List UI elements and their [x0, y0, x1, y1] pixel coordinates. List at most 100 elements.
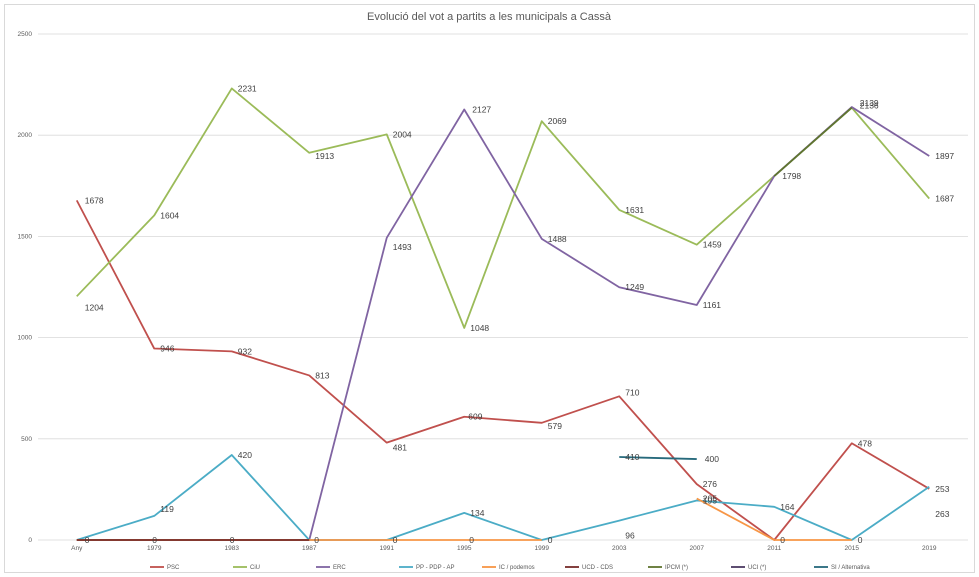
data-label: 0 — [469, 535, 474, 545]
data-label: 1459 — [703, 240, 722, 250]
data-label: 946 — [160, 344, 174, 354]
data-label: 1048 — [470, 323, 489, 333]
data-label: 2127 — [472, 104, 491, 114]
legend-item: IC / podemos — [482, 565, 535, 571]
data-label: 2069 — [548, 116, 567, 126]
data-label: 1678 — [85, 195, 104, 205]
data-label: 0 — [548, 535, 553, 545]
x-tick-label: 1999 — [535, 545, 550, 552]
legend-label: PP - PDP - AP — [416, 565, 454, 571]
legend-item: ERC — [316, 565, 346, 571]
data-label: 2004 — [393, 129, 412, 139]
data-label: 478 — [858, 438, 872, 448]
data-label: 1631 — [625, 205, 644, 215]
x-tick-label: 1979 — [147, 545, 162, 552]
data-label: 134 — [470, 508, 484, 518]
data-label: 1493 — [393, 242, 412, 252]
legend-label: CiU — [250, 565, 260, 571]
y-tick-label: 1500 — [18, 233, 33, 240]
legend-item: UCD - CDS — [565, 565, 613, 571]
legend-item: SI / Alternativa — [814, 565, 870, 571]
data-label: 0 — [85, 535, 90, 545]
series-line-ic-podemos — [696, 497, 852, 541]
data-label: 205 — [703, 494, 717, 504]
y-tick-label: 0 — [28, 537, 32, 544]
series-lines — [75, 87, 930, 541]
data-label: 263 — [935, 509, 949, 519]
legend-label: UCD - CDS — [582, 565, 613, 571]
gridlines — [38, 33, 968, 541]
y-tick-label: 2500 — [18, 31, 33, 38]
x-tick-label: 1995 — [457, 545, 472, 552]
legend-label: IC / podemos — [499, 565, 535, 571]
x-tick-label: 1987 — [302, 545, 317, 552]
x-tick-label: 2003 — [612, 545, 627, 552]
legend-label: UCI (*) — [748, 565, 766, 571]
data-label: 164 — [780, 502, 794, 512]
data-label: 1604 — [160, 210, 179, 220]
series-line-erc — [76, 106, 930, 541]
data-label: 420 — [238, 450, 252, 460]
legend-label: SI / Alternativa — [831, 565, 870, 571]
data-label: 96 — [625, 531, 635, 541]
x-tick-label: Any — [71, 545, 83, 552]
data-label: 1204 — [85, 302, 104, 312]
data-label: 0 — [230, 535, 235, 545]
series-line-ciu — [76, 87, 930, 329]
x-tick-label: 1983 — [225, 545, 240, 552]
data-label: 1488 — [548, 234, 567, 244]
data-label: 1913 — [315, 151, 334, 161]
data-label: 1798 — [782, 171, 801, 181]
x-tick-label: 1991 — [380, 545, 395, 552]
data-label: 2139 — [860, 98, 879, 108]
data-labels: 1678 1204 0 946 1604 119 0 2231 932 420 0 1913 813 0 2… — [85, 83, 955, 545]
x-tick-label: 2015 — [845, 545, 860, 552]
data-label: 400 — [705, 454, 719, 464]
data-label: 579 — [548, 421, 562, 431]
data-label: 195 — [703, 496, 717, 506]
legend-item: CiU — [233, 565, 260, 571]
data-label: 253 — [935, 484, 949, 494]
data-label: 932 — [238, 346, 252, 356]
data-label: 0 — [314, 535, 319, 545]
data-label: 710 — [625, 387, 639, 397]
x-tick-label: 2019 — [922, 545, 937, 552]
data-label: 119 — [160, 504, 174, 514]
series-line-ipcm- — [773, 106, 853, 177]
y-axis: 0 500 1000 1500 2000 2500 — [18, 31, 33, 544]
legend-label: PSC — [167, 565, 180, 571]
data-label: 410 — [625, 452, 639, 462]
data-label: 1897 — [935, 151, 954, 161]
chart-title: Evolució del vot a partits a les municip… — [367, 11, 612, 23]
y-tick-label: 2000 — [18, 132, 33, 139]
x-tick-label: 2007 — [690, 545, 705, 552]
legend-label: ERC — [333, 565, 346, 571]
data-label: 609 — [468, 412, 482, 422]
data-label: 481 — [393, 443, 407, 453]
chart-frame — [4, 4, 975, 573]
data-label: 1161 — [703, 300, 722, 310]
data-label: 0 — [152, 535, 157, 545]
series-line-psc — [75, 199, 930, 541]
data-label: 276 — [703, 479, 717, 489]
data-label: 813 — [315, 370, 329, 380]
data-label: 2136 — [860, 101, 879, 111]
data-label: 1687 — [935, 194, 954, 204]
legend-item: UCI (*) — [731, 565, 766, 571]
legend-item: PP - PDP - AP — [399, 565, 454, 571]
data-label: 1249 — [625, 282, 644, 292]
x-axis: Any 1979 1983 1987 1991 1995 1999 2003 2007 2011 2… — [71, 545, 937, 552]
legend-item: PSC — [150, 565, 180, 571]
data-label: 0 — [393, 535, 398, 545]
y-tick-label: 500 — [21, 436, 32, 443]
series-line-pp-pdp-ap — [76, 454, 930, 541]
y-tick-label: 1000 — [18, 335, 33, 342]
x-tick-label: 2011 — [767, 545, 781, 552]
legend-item: IPCM (*) — [648, 565, 688, 571]
data-label: 0 — [858, 535, 863, 545]
data-label: 0 — [780, 535, 785, 545]
legend-label: IPCM (*) — [665, 565, 688, 571]
series-line-si-alternativa — [619, 456, 697, 460]
data-label: 2231 — [238, 83, 257, 93]
